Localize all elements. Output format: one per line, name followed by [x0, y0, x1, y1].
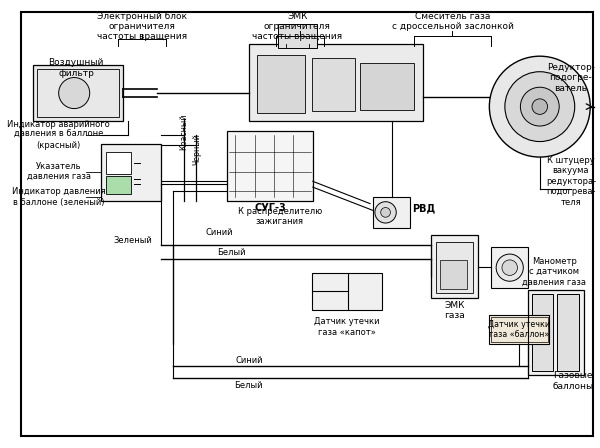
Text: Электронный блок
ограничителя
частоты вращения: Электронный блок ограничителя частоты вр… — [97, 12, 187, 41]
Text: ЭМК
газа: ЭМК газа — [444, 301, 465, 320]
Text: РВД: РВД — [412, 203, 435, 214]
Text: Смеситель газа
с дроссельной заслонкой: Смеситель газа с дроссельной заслонкой — [392, 12, 514, 31]
Text: Зеленый: Зеленый — [113, 236, 152, 245]
Circle shape — [496, 254, 523, 281]
Text: Синий: Синий — [235, 356, 263, 365]
Bar — [361, 63, 413, 110]
Circle shape — [520, 87, 559, 126]
Bar — [249, 43, 424, 121]
Text: Белый: Белый — [217, 248, 245, 257]
Text: Датчик утечки
газа «капот»: Датчик утечки газа «капот» — [314, 317, 380, 336]
Bar — [528, 290, 584, 375]
Bar — [278, 24, 317, 48]
Bar — [312, 58, 355, 112]
Text: ЭМК
ограничителя
частоты вращения: ЭМК ограничителя частоты вращения — [252, 12, 343, 41]
Bar — [440, 260, 467, 289]
Text: К штуцеру
вакуума
редуктора-
подогрева-
теля: К штуцеру вакуума редуктора- подогрева- … — [546, 156, 596, 207]
Text: Индикатор аварийного
давления в баллоне
(красный): Индикатор аварийного давления в баллоне … — [7, 120, 110, 150]
Text: Указатель
давления газа: Указатель давления газа — [26, 162, 91, 181]
Circle shape — [490, 56, 590, 157]
Circle shape — [505, 72, 575, 142]
Text: Черный: Черный — [192, 133, 201, 165]
Circle shape — [381, 207, 391, 217]
Bar — [101, 144, 161, 201]
Circle shape — [532, 99, 548, 114]
Bar — [227, 131, 313, 201]
Text: К распределителю
зажигания: К распределителю зажигания — [238, 207, 322, 226]
Text: Редуктор-
подогре-
ватель: Редуктор- подогре- ватель — [547, 63, 595, 93]
Circle shape — [502, 260, 517, 276]
Bar — [373, 197, 410, 228]
Text: Манометр
с датчиком
давления газа: Манометр с датчиком давления газа — [523, 257, 586, 286]
Text: Датчик утечки
газа «баллон»: Датчик утечки газа «баллон» — [488, 320, 550, 340]
Bar — [490, 315, 550, 344]
Bar — [491, 247, 528, 288]
Text: Синий: Синий — [206, 228, 233, 237]
Bar — [557, 294, 578, 371]
Bar — [106, 177, 131, 194]
Bar — [257, 55, 305, 113]
Bar — [431, 235, 478, 298]
Circle shape — [59, 78, 90, 108]
Bar — [34, 65, 122, 121]
Bar — [436, 242, 473, 293]
Text: Индикатор давления
в баллоне (зеленый): Индикатор давления в баллоне (зеленый) — [12, 187, 106, 207]
Text: Красный: Красный — [179, 114, 188, 150]
Text: Воздушный
фильтр: Воздушный фильтр — [49, 58, 104, 78]
Bar — [491, 317, 548, 342]
Text: Белый: Белый — [235, 380, 263, 389]
Bar — [532, 294, 553, 371]
Circle shape — [375, 202, 396, 223]
Text: Газовые
баллоны: Газовые баллоны — [552, 371, 593, 391]
Bar — [312, 273, 382, 310]
Bar — [37, 69, 119, 117]
Bar — [106, 152, 131, 173]
Text: СУГ-3: СУГ-3 — [254, 203, 286, 214]
